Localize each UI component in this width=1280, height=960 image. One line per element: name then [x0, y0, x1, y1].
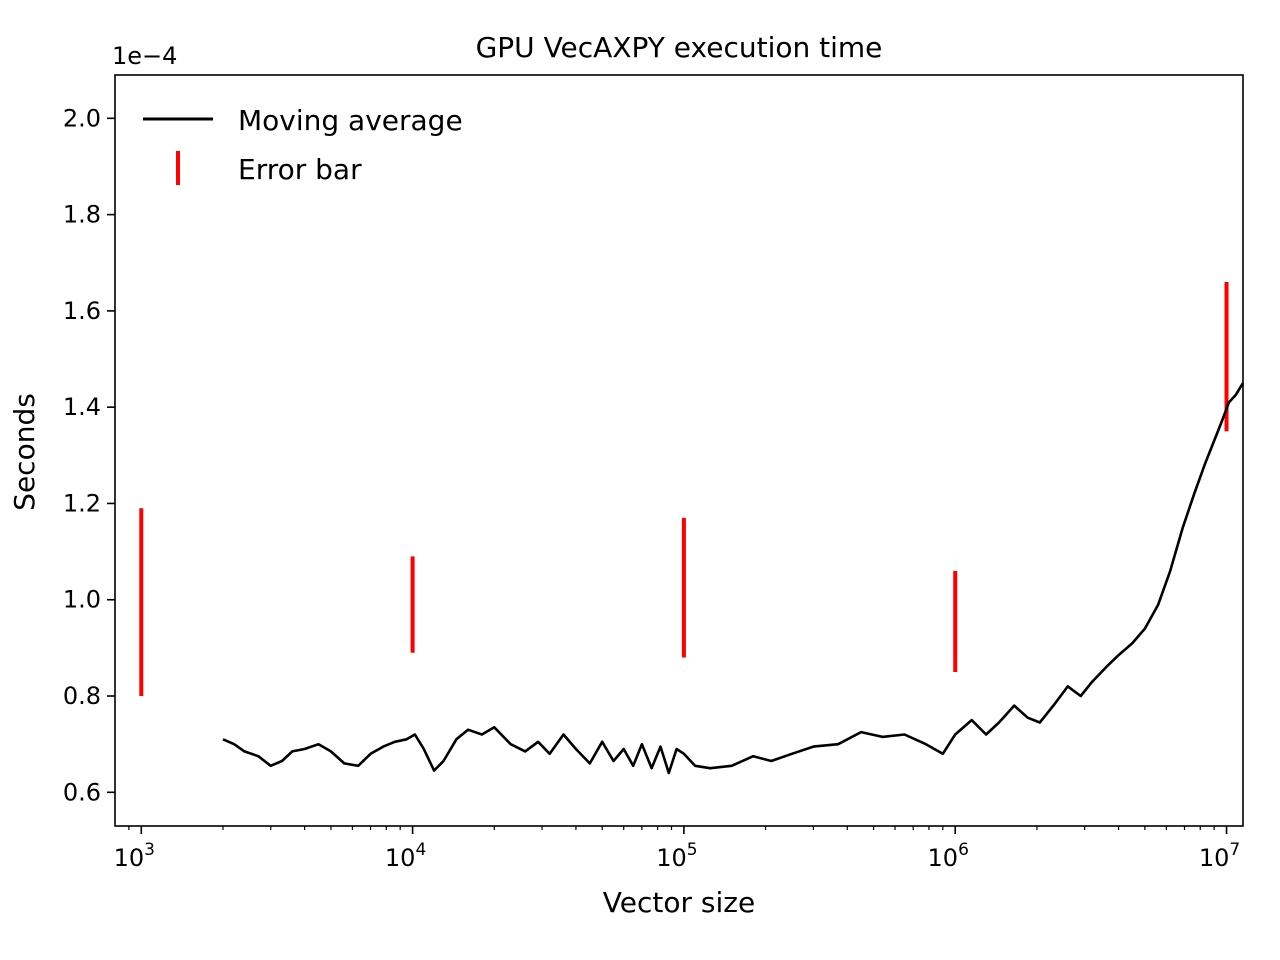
- y-multiplier-label: 1e−4: [112, 42, 177, 70]
- y-tick-label-0: 0.6: [63, 778, 101, 806]
- x-tick-exponent-0: 3: [144, 840, 155, 860]
- legend: Moving average Error bar: [143, 104, 463, 186]
- y-tick-label-6: 1.8: [63, 201, 101, 229]
- y-tick-label-2: 1.0: [63, 586, 101, 614]
- x-tick-exponent-3: 6: [958, 840, 969, 860]
- y-tick-label-5: 1.6: [63, 297, 101, 325]
- moving-average-line: [222, 382, 1245, 775]
- x-tick-exponent-4: 7: [1229, 840, 1240, 860]
- x-axis-label: Vector size: [603, 886, 755, 919]
- y-tick-label-1: 0.8: [63, 682, 101, 710]
- legend-error-bar-label: Error bar: [238, 153, 362, 186]
- legend-moving-average-label: Moving average: [238, 104, 463, 137]
- y-tick-label-7: 2.0: [63, 104, 101, 132]
- chart-title: GPU VecAXPY execution time: [476, 31, 883, 64]
- y-tick-label-4: 1.4: [63, 393, 101, 421]
- x-tick-exponent-2: 5: [687, 840, 698, 860]
- x-tick-exponent-1: 4: [415, 840, 426, 860]
- y-tick-label-3: 1.2: [63, 489, 101, 517]
- axes-frame: [114, 74, 1244, 827]
- y-axis-label: Seconds: [8, 393, 41, 511]
